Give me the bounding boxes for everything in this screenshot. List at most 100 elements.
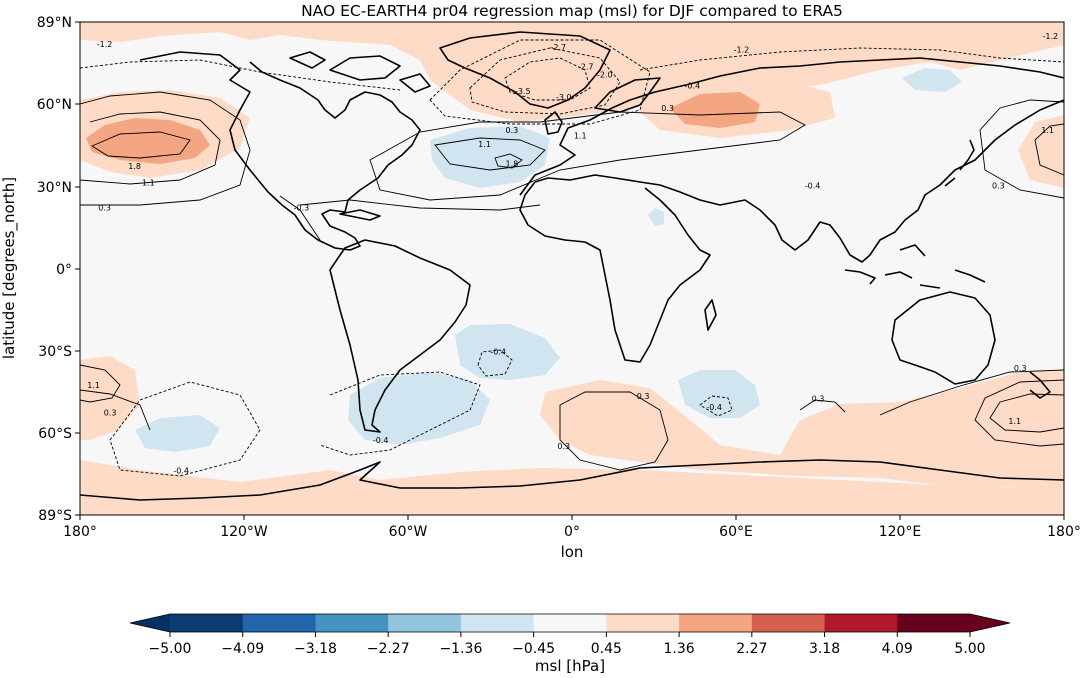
- coast-scandinavia: [594, 77, 661, 113]
- colorbar-segment: [315, 614, 389, 632]
- contour-label: -1.2: [97, 40, 113, 49]
- negative-anomaly-south-atlantic-west: [455, 324, 560, 380]
- contour-pacific-1.1: [80, 111, 221, 185]
- colorbar-segment: [388, 614, 462, 632]
- colorbar-segment: [679, 614, 753, 632]
- contour-south-indian-neg: [699, 395, 733, 417]
- coast-indonesia: [844, 244, 986, 289]
- contour-pacific-0.3: [80, 91, 251, 206]
- colorbar-segment: [606, 614, 680, 632]
- colorbar-extend-low: [130, 614, 170, 632]
- contour-label: -0.4: [373, 436, 389, 445]
- map-panel: -1.2 -2.7-2.7-2.0-3.5-3.0-0.4-1.2-1.20.31…: [79, 21, 1065, 516]
- contour-se-pacific-1.1: [989, 393, 1064, 433]
- x-tick-label: 120°E: [879, 524, 922, 540]
- coast-north-america: [139, 51, 421, 251]
- contour-label: -0.4: [684, 82, 700, 91]
- coast-japan: [944, 139, 975, 187]
- colorbar-tick-label: −4.09: [221, 641, 264, 657]
- contour-label: -2.0: [597, 71, 613, 80]
- x-tick-label: 60°W: [389, 524, 428, 540]
- colorbar-tick-label: 0.45: [591, 641, 622, 657]
- colorbar-tick-label: −2.27: [367, 641, 410, 657]
- negative-anomaly-south-pacific: [135, 415, 220, 452]
- colorbar-tick-label: 4.09: [882, 641, 913, 657]
- contour-argentina-neg: [319, 371, 481, 456]
- contour-pacific-1.8: [91, 131, 191, 159]
- contour-label: -0.4: [706, 403, 722, 412]
- contour-arctic-neg-west: [80, 59, 401, 91]
- colorbar-segments: [170, 614, 971, 632]
- coast-cuba: [339, 209, 381, 221]
- contour-label: -2.7: [578, 62, 594, 71]
- contour-pacific-mid-0.3: [279, 195, 321, 241]
- contour-label: 0.3: [992, 181, 1005, 190]
- contour-label: 1.8: [505, 159, 518, 168]
- contour-lines: [80, 39, 1064, 477]
- contour-label: 1.1: [574, 132, 587, 141]
- contour-label: -2.7: [551, 43, 567, 52]
- colorbar-label: msl [hPa]: [535, 657, 605, 675]
- y-axis: 89°N 60°N 30°N 0° 30°S 60°S 89°S latitud…: [0, 15, 80, 524]
- positive-anomaly-arctic-band: [80, 22, 1064, 122]
- coast-greenland: [439, 31, 611, 109]
- contour-label: -3.5: [515, 87, 531, 96]
- contour-label: 0.3: [637, 392, 650, 401]
- x-tick-label: 120°W: [220, 524, 268, 540]
- map-title: NAO EC-EARTH4 pr04 regression map (msl) …: [301, 2, 843, 20]
- contour-atlantic-west-0.3: [299, 199, 541, 211]
- colorbar-segment: [460, 614, 535, 632]
- y-tick-label: 89°N: [37, 15, 72, 31]
- coast-europe-asia: [519, 57, 1064, 263]
- contour-label: -1.2: [1043, 32, 1059, 41]
- contour-label: 0.3: [104, 409, 117, 418]
- negative-anomaly-barents: [902, 68, 962, 92]
- colorbar-tick-label: 5.00: [954, 641, 985, 657]
- contour-label: 1.1: [1041, 126, 1054, 135]
- coastlines: [80, 31, 1064, 501]
- contour-pacific-east-0.3: [979, 99, 1064, 199]
- strong-positive-north-pacific: [86, 118, 210, 164]
- contour-label: 1.1: [87, 381, 100, 390]
- contour-label: -0.4: [805, 181, 821, 190]
- x-axis: 180° 120°W 60°W 0° 60°E 120°E 180° lon: [63, 515, 1081, 561]
- contour-label: 1.1: [478, 140, 491, 149]
- contour-label: -1.2: [734, 46, 750, 55]
- contour-label: -0.4: [173, 467, 189, 476]
- contour-label: 0.3: [505, 126, 518, 135]
- positive-anomaly-south-atlantic-east: [540, 370, 1064, 490]
- negative-anomaly-indian-ocean: [678, 370, 760, 418]
- contour-label: 1.8: [128, 162, 141, 171]
- contour-pacific-east-1.1: [1034, 123, 1064, 176]
- coast-antarctica: [80, 459, 1064, 501]
- colorbar-tick-label: 1.36: [664, 641, 695, 657]
- x-axis-label: lon: [561, 543, 584, 561]
- coast-uk: [544, 111, 563, 135]
- y-tick-label: 60°N: [37, 97, 72, 113]
- strong-positive-scandinavia: [670, 92, 760, 128]
- y-tick-label: 89°S: [38, 508, 72, 524]
- positive-anomaly-southern-ring: [80, 460, 1064, 515]
- contour-atlantic-1.8: [494, 153, 523, 169]
- negative-anomaly-argentina-basin: [348, 372, 490, 445]
- colorbar-segment: [897, 614, 971, 632]
- contour-iceland-low-2: [469, 47, 621, 115]
- contour-label: -3.0: [556, 93, 572, 102]
- contour-label: -0.3: [294, 204, 310, 213]
- contour-label: 0.3: [661, 104, 674, 113]
- contour-label: 1.1: [1008, 417, 1021, 426]
- contour-atlantic-high-0.3: [369, 111, 806, 201]
- contour-sw-pacific-0.3: [80, 389, 151, 431]
- coast-australia: [891, 291, 996, 385]
- contour-label: 0.3: [1014, 364, 1027, 373]
- y-tick-label: 30°S: [38, 344, 72, 360]
- y-tick-label: 60°S: [38, 426, 72, 442]
- contour-arctic-neg: [639, 47, 1064, 71]
- coast-new-zealand: [1029, 371, 1051, 399]
- shaded-anomaly-fields: [80, 22, 1064, 515]
- y-tick-label: 0°: [56, 262, 72, 278]
- colorbar-segment: [751, 614, 826, 632]
- colorbar-extend-high: [970, 614, 1010, 632]
- colorbar-tick-label: 2.27: [736, 641, 767, 657]
